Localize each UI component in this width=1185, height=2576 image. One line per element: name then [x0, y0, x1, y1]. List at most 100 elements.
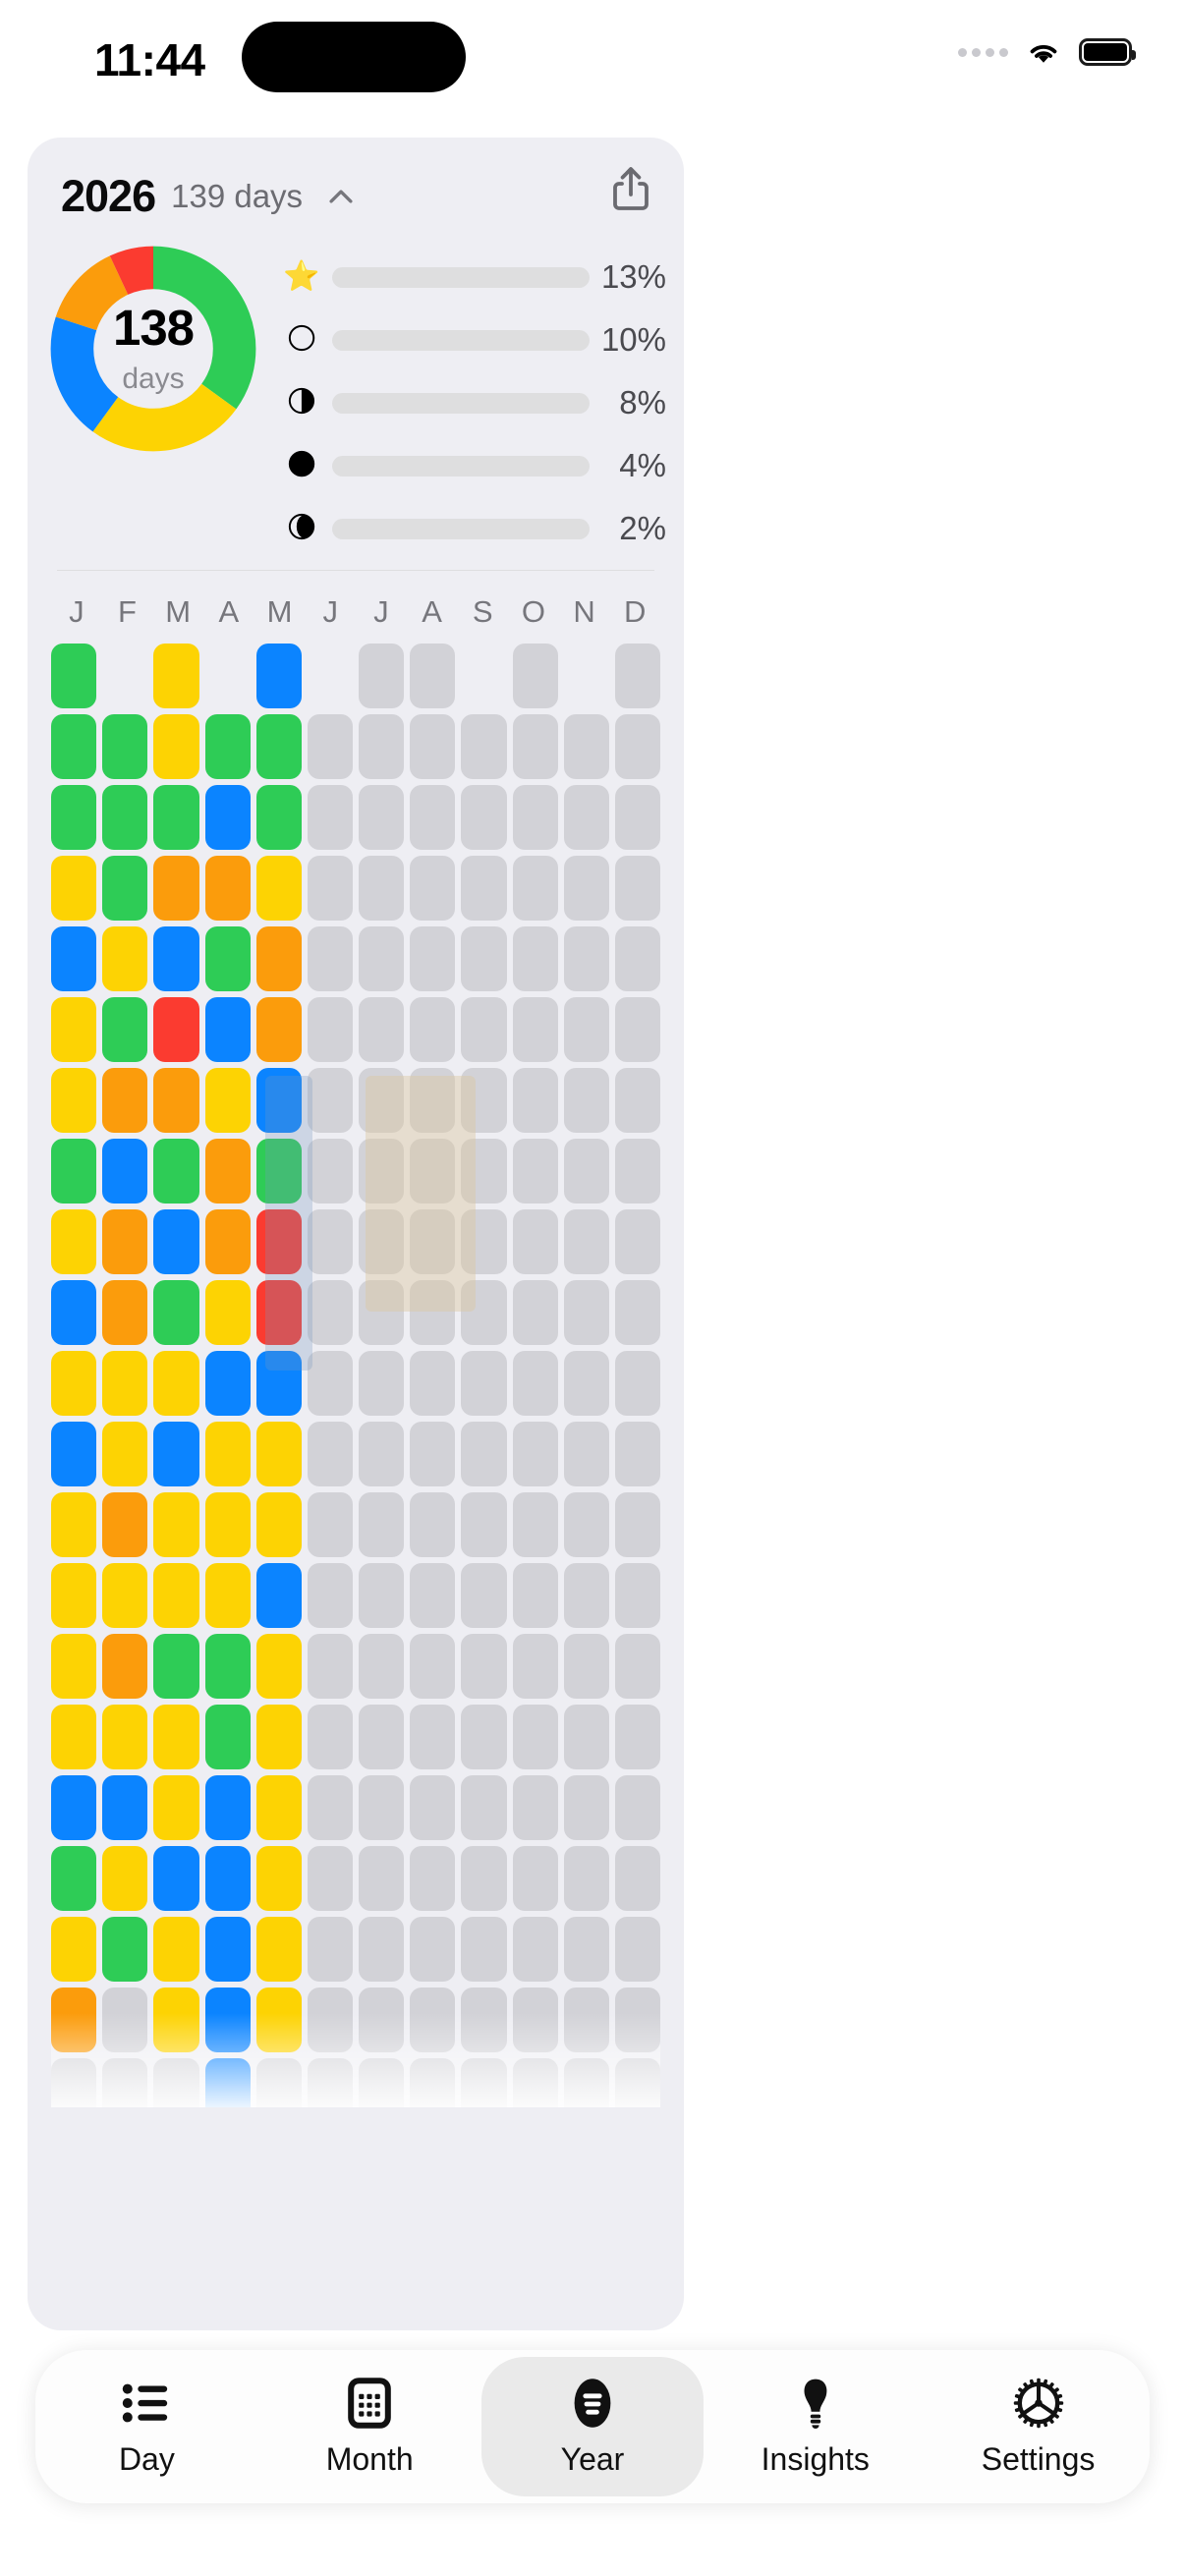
grid-cell[interactable]	[410, 1280, 456, 1345]
grid-cell[interactable]	[410, 1917, 456, 1982]
grid-cell[interactable]	[512, 1209, 558, 1274]
grid-cell[interactable]	[359, 1209, 405, 1274]
grid-cell[interactable]	[410, 926, 456, 991]
grid-cell[interactable]	[563, 714, 609, 779]
grid-cell[interactable]	[359, 1139, 405, 1204]
grid-cell[interactable]	[153, 785, 199, 850]
grid-cell[interactable]	[204, 1422, 251, 1486]
month-column-7[interactable]	[410, 644, 456, 2107]
grid-cell[interactable]	[359, 2058, 405, 2107]
grid-cell[interactable]	[461, 1917, 507, 1982]
grid-cell[interactable]	[102, 1209, 148, 1274]
grid-cell[interactable]	[307, 1634, 354, 1699]
grid-cell[interactable]	[102, 1139, 148, 1204]
grid-cell[interactable]	[563, 1351, 609, 1416]
grid-cell[interactable]	[255, 1492, 302, 1557]
grid-cell[interactable]	[359, 714, 405, 779]
grid-cell[interactable]	[307, 1209, 354, 1274]
grid-cell[interactable]	[359, 785, 405, 850]
grid-cell[interactable]	[51, 1492, 97, 1557]
grid-cell[interactable]	[51, 1775, 97, 1840]
grid-cell[interactable]	[204, 714, 251, 779]
share-icon[interactable]	[607, 163, 654, 214]
month-column-9[interactable]	[512, 644, 558, 2107]
grid-cell[interactable]	[359, 1351, 405, 1416]
grid-cell[interactable]	[410, 1775, 456, 1840]
grid-cell[interactable]	[563, 1280, 609, 1345]
grid-cell[interactable]	[153, 1422, 199, 1486]
grid-cell[interactable]	[410, 644, 456, 708]
grid-cell[interactable]	[410, 1351, 456, 1416]
grid-cell[interactable]	[359, 1280, 405, 1345]
grid-cell[interactable]	[410, 2058, 456, 2107]
grid-cell[interactable]	[512, 1846, 558, 1911]
grid-cell[interactable]	[563, 1634, 609, 1699]
grid-cell[interactable]	[410, 1068, 456, 1133]
grid-cell[interactable]	[307, 1068, 354, 1133]
grid-cell[interactable]	[563, 926, 609, 991]
grid-cell[interactable]	[51, 1139, 97, 1204]
grid-cell[interactable]	[461, 1351, 507, 1416]
grid-cell[interactable]	[307, 1351, 354, 1416]
grid-cell[interactable]	[153, 1068, 199, 1133]
grid-cell[interactable]	[51, 644, 97, 708]
year-grid-container[interactable]	[51, 644, 660, 2107]
grid-cell[interactable]	[102, 1492, 148, 1557]
grid-cell[interactable]	[461, 1492, 507, 1557]
grid-cell[interactable]	[563, 856, 609, 921]
month-column-8[interactable]	[461, 644, 507, 2107]
grid-cell[interactable]	[204, 1492, 251, 1557]
grid-cell[interactable]	[410, 1422, 456, 1486]
grid-cell[interactable]	[461, 1634, 507, 1699]
grid-cell[interactable]	[410, 856, 456, 921]
grid-cell[interactable]	[359, 1492, 405, 1557]
grid-cell[interactable]	[359, 1634, 405, 1699]
grid-cell[interactable]	[51, 714, 97, 779]
grid-cell[interactable]	[461, 714, 507, 779]
grid-cell[interactable]	[255, 1917, 302, 1982]
grid-cell[interactable]	[614, 856, 660, 921]
grid-cell[interactable]	[255, 714, 302, 779]
grid-cell[interactable]	[614, 2058, 660, 2107]
grid-cell[interactable]	[410, 997, 456, 1062]
grid-cell[interactable]	[512, 1917, 558, 1982]
grid-cell[interactable]	[102, 1563, 148, 1628]
grid-cell[interactable]	[410, 1634, 456, 1699]
month-column-0[interactable]	[51, 644, 97, 2107]
grid-cell[interactable]	[461, 785, 507, 850]
grid-cell[interactable]	[512, 856, 558, 921]
grid-cell[interactable]	[255, 1209, 302, 1274]
grid-cell[interactable]	[359, 1775, 405, 1840]
grid-cell[interactable]	[102, 785, 148, 850]
grid-cell[interactable]	[614, 1634, 660, 1699]
tab-settings[interactable]: Settings	[927, 2357, 1150, 2496]
grid-cell[interactable]	[461, 2058, 507, 2107]
grid-cell[interactable]	[410, 1988, 456, 2052]
grid-cell[interactable]	[153, 1705, 199, 1769]
grid-cell[interactable]	[307, 856, 354, 921]
grid-cell[interactable]	[102, 1280, 148, 1345]
month-column-6[interactable]	[359, 644, 405, 2107]
grid-cell[interactable]	[614, 1351, 660, 1416]
grid-cell[interactable]	[255, 1351, 302, 1416]
grid-cell[interactable]	[614, 1563, 660, 1628]
tab-year[interactable]: Year	[480, 2357, 705, 2496]
grid-cell[interactable]	[51, 1634, 97, 1699]
grid-cell[interactable]	[614, 644, 660, 708]
grid-cell[interactable]	[461, 1988, 507, 2052]
grid-cell[interactable]	[461, 1209, 507, 1274]
grid-cell[interactable]	[307, 1705, 354, 1769]
tab-day[interactable]: Day	[35, 2357, 258, 2496]
grid-cell[interactable]	[563, 1846, 609, 1911]
grid-cell[interactable]	[307, 1280, 354, 1345]
grid-cell[interactable]	[512, 1280, 558, 1345]
grid-cell[interactable]	[614, 1988, 660, 2052]
month-column-11[interactable]	[614, 644, 660, 2107]
grid-cell[interactable]	[204, 856, 251, 921]
grid-cell[interactable]	[461, 1280, 507, 1345]
grid-cell[interactable]	[102, 1846, 148, 1911]
grid-cell[interactable]	[307, 1492, 354, 1557]
grid-cell[interactable]	[614, 1775, 660, 1840]
month-column-1[interactable]	[102, 644, 148, 2107]
grid-cell[interactable]	[410, 1139, 456, 1204]
